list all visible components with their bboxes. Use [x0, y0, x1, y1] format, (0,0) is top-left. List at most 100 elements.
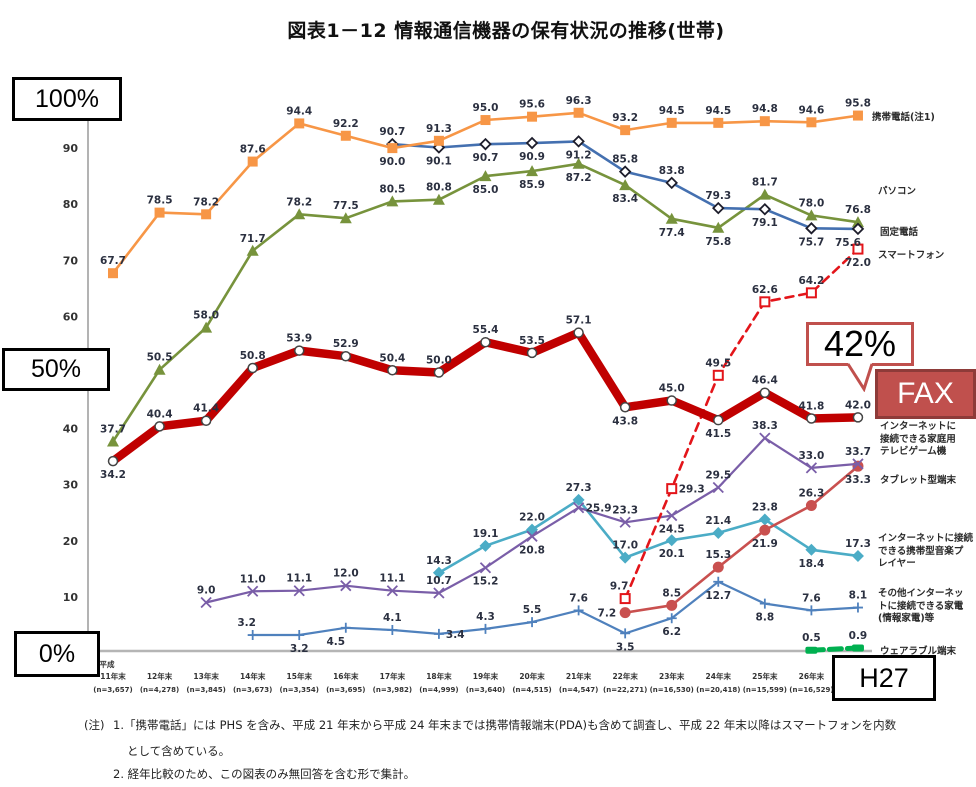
data-point — [852, 110, 863, 121]
data-label: 81.7 — [752, 177, 778, 189]
data-label: 85.8 — [612, 154, 638, 166]
data-point — [479, 562, 492, 574]
data-label: 5.5 — [523, 604, 542, 616]
data-label: 57.1 — [566, 315, 592, 327]
data-point — [387, 365, 398, 376]
x-sample-size: (n=4,278) — [140, 686, 179, 694]
data-point — [851, 222, 865, 236]
data-point — [759, 296, 771, 308]
data-point — [247, 362, 258, 374]
series-line-wearable — [808, 645, 861, 653]
data-label: 50.0 — [426, 355, 452, 367]
data-point — [108, 268, 118, 279]
legend-pc: パソコン — [878, 186, 917, 197]
data-label: 4.5 — [326, 636, 345, 648]
data-label: 3.2 — [290, 643, 309, 655]
data-label: 94.8 — [752, 103, 778, 115]
data-label: 18.4 — [798, 558, 824, 570]
data-label: 38.3 — [752, 420, 778, 432]
data-point — [247, 630, 258, 641]
x-sample-size: (n=15,599) — [743, 686, 787, 694]
y-tick-label: 40 — [63, 423, 79, 436]
data-point — [805, 209, 818, 221]
x-sample-size: (n=22,271) — [603, 686, 647, 694]
data-point — [107, 435, 119, 447]
data-point — [386, 195, 399, 207]
data-label: 53.5 — [519, 335, 545, 347]
data-point — [852, 602, 863, 613]
legend-fixed-phone: 固定電話 — [880, 227, 919, 238]
data-label: 94.4 — [286, 105, 312, 117]
data-point — [572, 493, 585, 506]
data-point — [619, 402, 631, 413]
data-label: 8.8 — [756, 612, 775, 624]
data-label: 9.7 — [610, 581, 629, 593]
data-point — [758, 188, 771, 200]
data-label: 4.3 — [476, 611, 495, 623]
data-point — [572, 502, 585, 514]
data-point — [619, 593, 631, 605]
data-point — [805, 462, 818, 474]
data-label: 7.6 — [802, 592, 821, 604]
data-label: 50.5 — [147, 352, 173, 364]
data-label: 75.8 — [705, 236, 731, 248]
data-label: 83.8 — [659, 165, 685, 177]
data-point — [246, 244, 259, 256]
series-line-smartphone — [623, 247, 860, 600]
data-point — [573, 327, 584, 338]
x-tick-label: 19年末 — [473, 671, 499, 681]
data-point — [713, 117, 724, 128]
data-label: 6.2 — [662, 626, 681, 638]
data-label: 90.0 — [379, 156, 405, 168]
data-point — [666, 117, 677, 128]
x-tick-label: 11年末 — [100, 671, 126, 681]
series-fax — [107, 327, 864, 467]
data-label: 12.0 — [333, 568, 359, 580]
data-point — [479, 137, 492, 151]
data-label: 62.6 — [752, 284, 778, 296]
data-point — [852, 458, 864, 470]
data-point — [294, 118, 305, 129]
data-label: 50.4 — [379, 352, 405, 364]
data-point — [154, 207, 165, 218]
data-label: 64.2 — [798, 275, 824, 287]
x-sample-size: (n=3,673) — [233, 686, 272, 694]
chart-title: 図表1－12 情報通信機器の保有状況の推移(世帯) — [287, 20, 725, 42]
x-sample-size: (n=3,982) — [373, 686, 412, 694]
data-point — [712, 201, 725, 215]
x-sample-size: (n=16,529) — [789, 686, 833, 694]
x-tick-label: 17年末 — [380, 671, 406, 681]
data-label: 8.1 — [849, 590, 868, 602]
data-label: 52.9 — [333, 338, 359, 350]
data-label: 46.4 — [752, 375, 778, 387]
data-label: 9.0 — [197, 585, 216, 597]
x-tick-label: 25年末 — [752, 671, 778, 681]
y-tick-label: 70 — [63, 254, 79, 267]
data-label: 33.0 — [798, 450, 824, 462]
y-tick-label: 20 — [63, 535, 79, 548]
data-label: 72.0 — [845, 257, 871, 269]
x-sample-size: (n=4,999) — [419, 686, 458, 694]
data-label: 94.6 — [798, 104, 824, 116]
series-group — [107, 107, 865, 654]
data-point — [154, 421, 165, 432]
data-label: 11.1 — [379, 573, 405, 585]
data-point — [618, 165, 632, 178]
data-label: 75.6 — [835, 237, 861, 249]
data-point — [851, 644, 864, 652]
data-label: 33.7 — [845, 446, 871, 458]
data-label: 12.7 — [705, 590, 731, 602]
x-sample-size: (n=3,640) — [466, 686, 505, 694]
data-label: 78.5 — [147, 195, 173, 207]
data-point — [759, 387, 771, 398]
data-label: 40.4 — [147, 408, 173, 420]
data-label: 41.5 — [705, 428, 731, 440]
data-point — [665, 212, 678, 224]
data-point — [433, 628, 444, 639]
data-label: 90.7 — [473, 152, 499, 164]
data-label: 21.9 — [752, 538, 778, 550]
legend-mobile-phone: 携帯電話(注1) — [872, 112, 935, 123]
data-label: 90.9 — [519, 151, 545, 163]
series-game-console — [200, 432, 864, 609]
